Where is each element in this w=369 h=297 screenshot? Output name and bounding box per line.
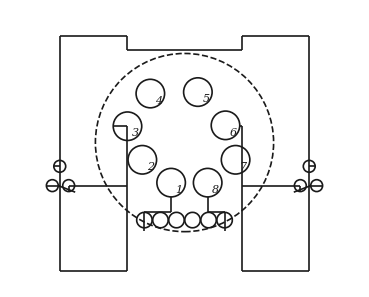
Text: 6: 6 xyxy=(230,128,237,138)
Text: 7: 7 xyxy=(240,162,247,172)
Text: 2: 2 xyxy=(147,162,154,172)
Text: 1: 1 xyxy=(175,185,182,195)
Text: 3: 3 xyxy=(132,128,139,138)
Text: 8: 8 xyxy=(212,185,219,195)
Text: 5: 5 xyxy=(202,94,210,104)
Text: 4: 4 xyxy=(155,96,162,106)
